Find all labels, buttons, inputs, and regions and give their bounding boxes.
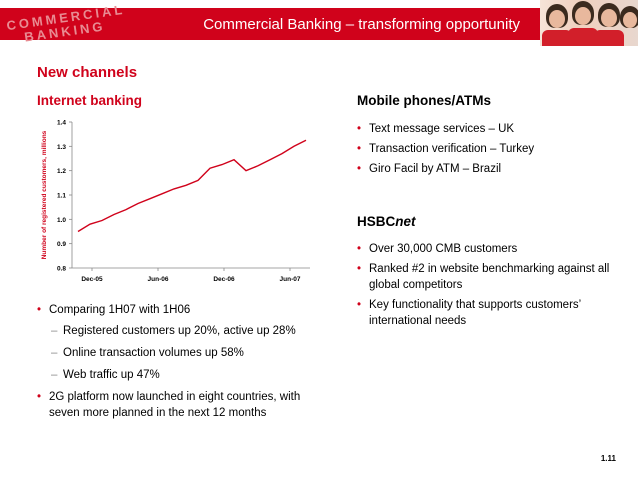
list-item: • Comparing 1H07 with 1H06 – Registered c… (37, 302, 327, 383)
header: COMMERCIAL BANKING Commercial Banking – … (0, 0, 638, 46)
bullet-text: Text message services – UK (369, 123, 515, 135)
y-tick-label: 0.8 (57, 266, 66, 273)
list-item: • Over 30,000 CMB customers (357, 241, 619, 257)
bullet-dot-icon: • (357, 163, 362, 175)
list-item: • Text message services – UK (357, 121, 627, 137)
hsbcnet-heading-plain: HSBC (357, 214, 396, 229)
dash-icon: – (51, 347, 58, 359)
commercial-banking-logo: COMMERCIAL BANKING (2, 0, 126, 46)
customers-photo (540, 0, 638, 46)
bullet-dot-icon: • (357, 263, 362, 275)
page-number: 1.11 (600, 454, 616, 463)
y-tick-label: 1.0 (57, 217, 66, 224)
sub-list-item: – Web traffic up 47% (37, 367, 327, 383)
y-tick-label: 1.2 (57, 168, 66, 175)
list-item: • Ranked #2 in website benchmarking again… (357, 261, 619, 293)
bullet-text: Giro Facil by ATM – Brazil (369, 163, 502, 175)
x-tick-label: Jun-06 (148, 276, 169, 283)
bullet-text: Transaction verification – Turkey (369, 143, 535, 155)
bullet-text: Comparing 1H07 with 1H06 (49, 304, 191, 316)
registered-customers-chart: 0.8 0.9 1.0 1.1 1.2 1.3 1.4 Dec-05 Jun-06 Dec-06 J… (41, 120, 310, 283)
list-item: • Transaction verification – Turkey (357, 141, 627, 157)
bullet-dot-icon: • (37, 304, 42, 316)
list-item: • 2G platform now launched in eight coun… (37, 389, 327, 421)
bullet-dot-icon: • (357, 243, 362, 255)
hsbcnet-heading-italic: net (395, 214, 416, 229)
bullet-text: 2G platform now launched in eight countr… (49, 391, 301, 419)
sub-text: Web traffic up 47% (63, 369, 160, 381)
sub-list-item: – Online transaction volumes up 58% (37, 345, 327, 361)
y-tick-label: 1.3 (57, 144, 66, 151)
y-tick-label: 1.1 (57, 193, 66, 200)
bullet-dot-icon: • (357, 123, 362, 135)
sub-text: Online transaction volumes up 58% (63, 347, 244, 359)
x-tick-label: Dec-06 (213, 276, 235, 283)
y-axis-label: Number of registered customers, millions (41, 130, 48, 259)
header-bar (0, 8, 540, 40)
mobile-heading: Mobile phones/ATMs (357, 93, 491, 108)
x-tick-label: Dec-05 (81, 276, 103, 283)
sub-list-item: – Registered customers up 20%, active up … (37, 323, 327, 339)
bullet-dot-icon: • (357, 299, 362, 311)
dash-icon: – (51, 325, 58, 337)
internet-banking-heading: Internet banking (37, 93, 143, 108)
y-tick-label: 1.4 (57, 120, 66, 127)
y-tick-label: 0.9 (57, 241, 66, 248)
x-tick-label: Jun-07 (280, 276, 301, 283)
sub-text: Registered customers up 20%, active up 2… (63, 325, 296, 337)
hsbcnet-bullets: • Over 30,000 CMB customers • Ranked #2 in… (357, 241, 619, 333)
internet-banking-bullets: • Comparing 1H07 with 1H06 – Registered c… (37, 302, 327, 425)
dash-icon: – (51, 369, 58, 381)
list-item: • Key functionality that supports custome… (357, 297, 619, 329)
mobile-bullets: • Text message services – UK • Transaction… (357, 121, 627, 181)
bullet-text: Key functionality that supports customer… (369, 299, 581, 327)
bullet-dot-icon: • (37, 391, 42, 403)
header-title: Commercial Banking – transforming opport… (203, 16, 520, 33)
bullet-dot-icon: • (357, 143, 362, 155)
series-line (77, 139, 307, 233)
bullet-text: Over 30,000 CMB customers (369, 243, 518, 255)
hsbcnet-heading: HSBCnet (357, 214, 416, 229)
bullet-text: Ranked #2 in website benchmarking agains… (369, 263, 610, 291)
sub-list: – Registered customers up 20%, active up … (37, 323, 327, 383)
list-item: • Giro Facil by ATM – Brazil (357, 161, 627, 177)
section-title: New channels (37, 64, 138, 81)
